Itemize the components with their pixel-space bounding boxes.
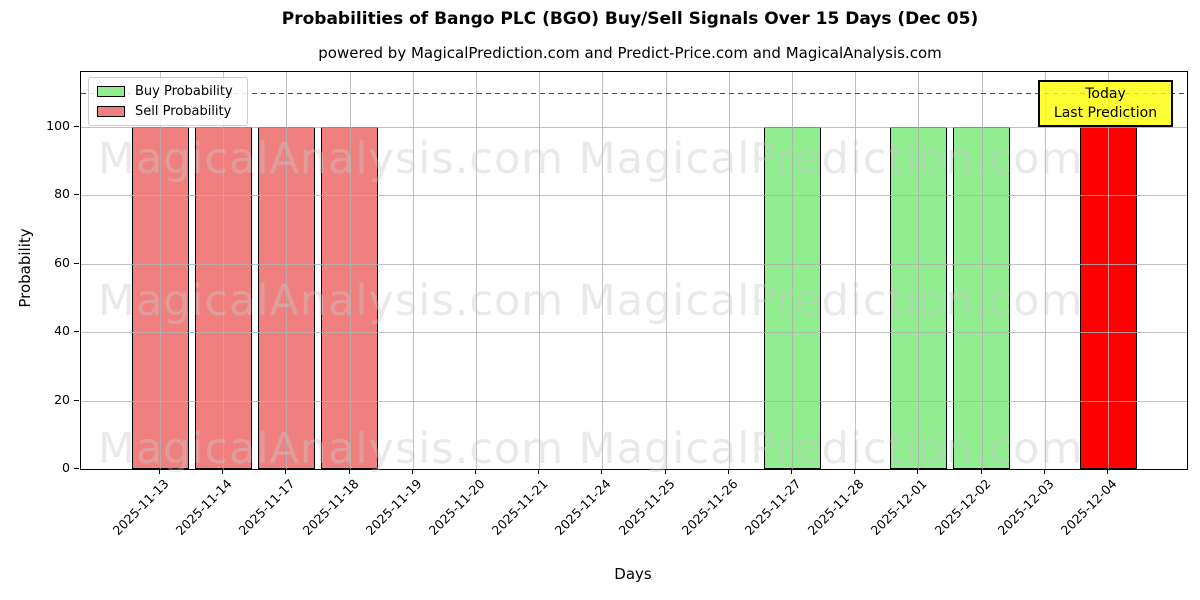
x-tick-mark — [285, 469, 287, 474]
x-tick-mark — [791, 469, 792, 474]
watermark-text: MagicalAnalysis.com — [97, 276, 565, 326]
gridline-vertical — [728, 72, 730, 469]
gridline-vertical — [286, 72, 288, 469]
legend-label-buy: Buy Probability — [135, 84, 233, 99]
gridline-horizontal — [81, 332, 1187, 334]
gridline-vertical — [349, 72, 351, 469]
plot-area: MagicalAnalysis.com MagicalPrediction.com… — [80, 71, 1188, 474]
y-tick-mark — [74, 262, 79, 264]
y-tick-label: 0 — [62, 460, 70, 475]
gridline-vertical — [855, 72, 857, 469]
gridline-vertical — [539, 72, 541, 469]
x-tick-mark — [1107, 469, 1108, 474]
x-tick-mark — [1043, 469, 1045, 474]
gridline-horizontal — [81, 126, 1187, 128]
gridline-vertical — [223, 72, 225, 469]
sell-color-swatch — [97, 106, 125, 117]
y-tick-mark — [74, 194, 79, 196]
legend-entry-sell: Sell Probability — [97, 104, 239, 119]
gridline-vertical — [1044, 72, 1046, 469]
gridline-horizontal — [81, 400, 1187, 402]
gridline-horizontal — [81, 263, 1187, 265]
x-tick-mark — [222, 469, 224, 474]
y-tick-label: 100 — [46, 117, 70, 133]
grid-layer — [81, 72, 1187, 469]
today-annotation-box: Today Last Prediction — [1038, 80, 1173, 127]
x-tick-mark — [348, 469, 350, 474]
watermark-text: MagicalPrediction.com — [578, 424, 1084, 474]
y-axis-label: Probability — [16, 228, 34, 308]
legend-label-sell: Sell Probability — [135, 104, 232, 119]
x-tick-mark — [727, 469, 729, 474]
x-tick-mark — [159, 469, 160, 474]
y-tick-label: 80 — [54, 186, 70, 202]
chart-title: Probabilities of Bango PLC (BGO) Buy/Sel… — [281, 9, 979, 29]
buy-color-swatch — [97, 86, 125, 97]
watermark-text: MagicalAnalysis.com — [97, 134, 565, 184]
watermark-layer: MagicalAnalysis.com MagicalPrediction.com… — [81, 72, 1187, 474]
gridline-vertical — [1108, 72, 1109, 469]
y-tick-label: 20 — [54, 391, 70, 407]
y-tick-mark — [74, 331, 79, 333]
watermark-text: MagicalAnalysis.com — [97, 424, 565, 474]
x-tick-mark — [411, 469, 413, 474]
gridline-horizontal — [81, 195, 1187, 197]
gridline-vertical — [602, 72, 604, 469]
gridline-vertical — [476, 72, 477, 469]
x-tick-mark — [538, 469, 540, 474]
x-tick-mark — [917, 469, 919, 474]
gridline-vertical — [981, 72, 983, 469]
y-tick-label: 60 — [54, 254, 70, 270]
gridline-vertical — [665, 72, 667, 469]
y-tick-label: 40 — [54, 323, 70, 339]
x-axis-label: Days — [614, 565, 652, 583]
x-tick-mark — [664, 469, 666, 474]
y-tick-mark — [74, 399, 79, 401]
chart-subtitle: powered by MagicalPrediction.com and Pre… — [318, 44, 942, 62]
y-tick-mark — [74, 468, 79, 469]
legend: Buy Probability Sell Probability — [88, 77, 248, 126]
watermark-text: MagicalPrediction.com — [578, 276, 1084, 326]
y-tick-mark — [74, 125, 79, 127]
gridline-vertical — [918, 72, 920, 469]
gridline-vertical — [792, 72, 793, 469]
today-annotation-line1: Today — [1085, 85, 1126, 102]
x-tick-mark — [601, 469, 603, 474]
threshold-dashed-line — [81, 92, 1187, 94]
legend-entry-buy: Buy Probability — [97, 84, 239, 99]
gridline-vertical — [160, 72, 161, 469]
x-tick-mark — [854, 469, 856, 474]
x-tick-mark — [475, 469, 476, 474]
today-annotation-line2: Last Prediction — [1053, 104, 1158, 121]
x-tick-mark — [980, 469, 982, 474]
gridline-vertical — [412, 72, 414, 469]
watermark-text: MagicalPrediction.com — [578, 134, 1084, 184]
